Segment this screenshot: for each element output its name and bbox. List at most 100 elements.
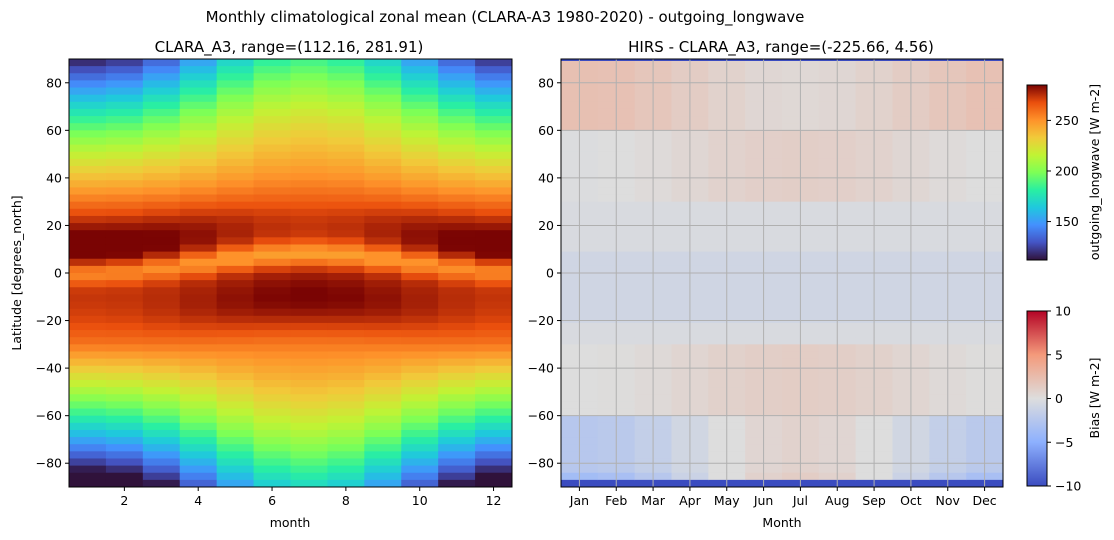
heatmap-cell bbox=[290, 94, 328, 103]
heatmap-cell bbox=[179, 87, 218, 96]
heatmap-cell bbox=[253, 408, 291, 417]
y-tick-label: −40 bbox=[528, 361, 554, 376]
heatmap-cell bbox=[253, 287, 291, 295]
heatmap-cell bbox=[364, 465, 402, 474]
heatmap-cell bbox=[401, 137, 439, 146]
heatmap-cell bbox=[290, 422, 328, 431]
heatmap-cell bbox=[401, 287, 439, 295]
heatmap-cell bbox=[364, 287, 402, 295]
heatmap-cell bbox=[290, 123, 328, 131]
heatmap-cell bbox=[475, 465, 513, 474]
heatmap-cell bbox=[327, 415, 365, 424]
heatmap-cell bbox=[327, 101, 365, 110]
heatmap-cell bbox=[179, 130, 218, 138]
heatmap-cell bbox=[216, 59, 255, 67]
heatmap-cell bbox=[69, 166, 107, 174]
heatmap-cell bbox=[216, 387, 255, 395]
colorbar-tick-label: 150 bbox=[1055, 214, 1079, 229]
colorbar-1-label: outgoing_longwave [W m-2] bbox=[1087, 84, 1102, 260]
heatmap-cell bbox=[290, 344, 328, 352]
heatmap-cell bbox=[401, 472, 439, 481]
heatmap-cell bbox=[327, 351, 365, 360]
heatmap-cell bbox=[216, 394, 255, 402]
heatmap-cell bbox=[216, 116, 255, 124]
heatmap-cell bbox=[475, 415, 513, 424]
heatmap-cell bbox=[216, 244, 255, 253]
heatmap-cell bbox=[364, 472, 402, 481]
heatmap-cell bbox=[105, 415, 144, 424]
heatmap-cell bbox=[327, 66, 365, 74]
heatmap-cell bbox=[179, 330, 218, 338]
heatmap-cell bbox=[438, 401, 476, 410]
heatmap-cell bbox=[253, 144, 291, 153]
heatmap-cell bbox=[364, 101, 402, 110]
heatmap-cell bbox=[253, 415, 291, 424]
heatmap-cell bbox=[475, 479, 513, 488]
heatmap-cell bbox=[327, 73, 365, 81]
heatmap-cell bbox=[69, 187, 107, 196]
colorbar-tick-label: 250 bbox=[1055, 113, 1079, 128]
heatmap-cell bbox=[438, 358, 476, 367]
heatmap-cell bbox=[401, 479, 439, 488]
heatmap-cell bbox=[290, 322, 328, 331]
heatmap-cell bbox=[327, 215, 365, 224]
heatmap-cell bbox=[69, 273, 107, 281]
heatmap-cell bbox=[253, 344, 291, 352]
heatmap-cell bbox=[105, 372, 144, 381]
heatmap-cell bbox=[327, 137, 365, 146]
heatmap-cell bbox=[401, 387, 439, 395]
heatmap-cell bbox=[438, 237, 476, 245]
heatmap-cell bbox=[179, 322, 218, 331]
heatmap-cell bbox=[69, 66, 107, 74]
heatmap-cell bbox=[142, 230, 181, 238]
heatmap-cell bbox=[290, 151, 328, 160]
heatmap-cell bbox=[216, 344, 255, 352]
heatmap-cell bbox=[142, 201, 181, 210]
heatmap-cell bbox=[364, 301, 402, 310]
heatmap-cell bbox=[69, 151, 107, 160]
heatmap-cell bbox=[253, 294, 291, 303]
y-tick-label: −80 bbox=[528, 456, 554, 471]
heatmap-cell bbox=[179, 265, 218, 274]
heatmap-cell bbox=[105, 387, 144, 395]
heatmap-cell bbox=[216, 215, 255, 224]
heatmap-cell bbox=[105, 258, 144, 267]
heatmap-cell bbox=[438, 130, 476, 138]
heatmap-cell bbox=[179, 294, 218, 303]
heatmap-cell bbox=[364, 130, 402, 138]
x-tick-label: Feb bbox=[605, 493, 627, 508]
heatmap-cell bbox=[475, 265, 513, 274]
heatmap-edge-band bbox=[561, 59, 1003, 61]
x-tick-label: Jan bbox=[569, 493, 589, 508]
heatmap-cell bbox=[401, 223, 439, 231]
heatmap-cell bbox=[364, 194, 402, 203]
heatmap-cell bbox=[216, 130, 255, 138]
heatmap-cell bbox=[364, 394, 402, 402]
heatmap-cell bbox=[105, 322, 144, 331]
heatmap-cell bbox=[253, 394, 291, 402]
heatmap-cell bbox=[253, 315, 291, 324]
heatmap-cell bbox=[438, 322, 476, 331]
heatmap-cell bbox=[475, 344, 513, 352]
heatmap-cell bbox=[179, 444, 218, 452]
heatmap-cell bbox=[69, 87, 107, 96]
heatmap-cell bbox=[364, 330, 402, 338]
heatmap-cell bbox=[105, 251, 144, 260]
left-y-axis: 80 60 40 20 0 −20 −40 −60 −80 bbox=[36, 75, 69, 471]
y-tick-label: 40 bbox=[538, 170, 554, 185]
heatmap-cell bbox=[69, 351, 107, 360]
heatmap-cell bbox=[142, 94, 181, 103]
heatmap-cell bbox=[290, 437, 328, 445]
heatmap-cell bbox=[475, 472, 513, 481]
heatmap-cell bbox=[401, 123, 439, 131]
heatmap-cell bbox=[438, 251, 476, 260]
heatmap-cell bbox=[179, 422, 218, 431]
heatmap-cell bbox=[290, 237, 328, 245]
heatmap-cell bbox=[327, 365, 365, 374]
heatmap-cell bbox=[69, 258, 107, 267]
heatmap-cell bbox=[364, 315, 402, 324]
heatmap-cell bbox=[142, 116, 181, 124]
heatmap-cell bbox=[253, 265, 291, 274]
heatmap-cell bbox=[216, 230, 255, 238]
heatmap-cell bbox=[179, 394, 218, 402]
